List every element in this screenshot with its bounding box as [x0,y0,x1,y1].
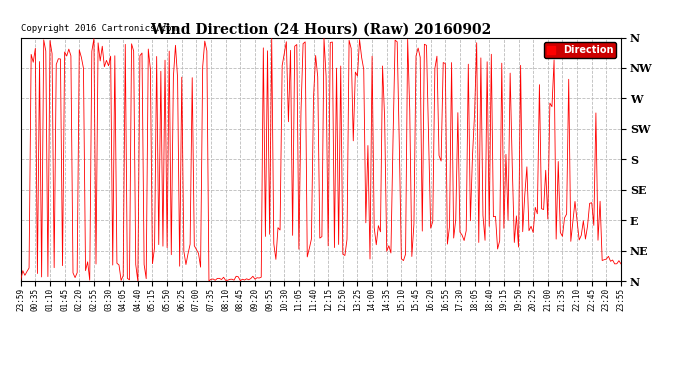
Legend: Direction: Direction [544,42,616,58]
Title: Wind Direction (24 Hours) (Raw) 20160902: Wind Direction (24 Hours) (Raw) 20160902 [150,22,491,36]
Text: Copyright 2016 Cartronics.com: Copyright 2016 Cartronics.com [21,24,177,33]
